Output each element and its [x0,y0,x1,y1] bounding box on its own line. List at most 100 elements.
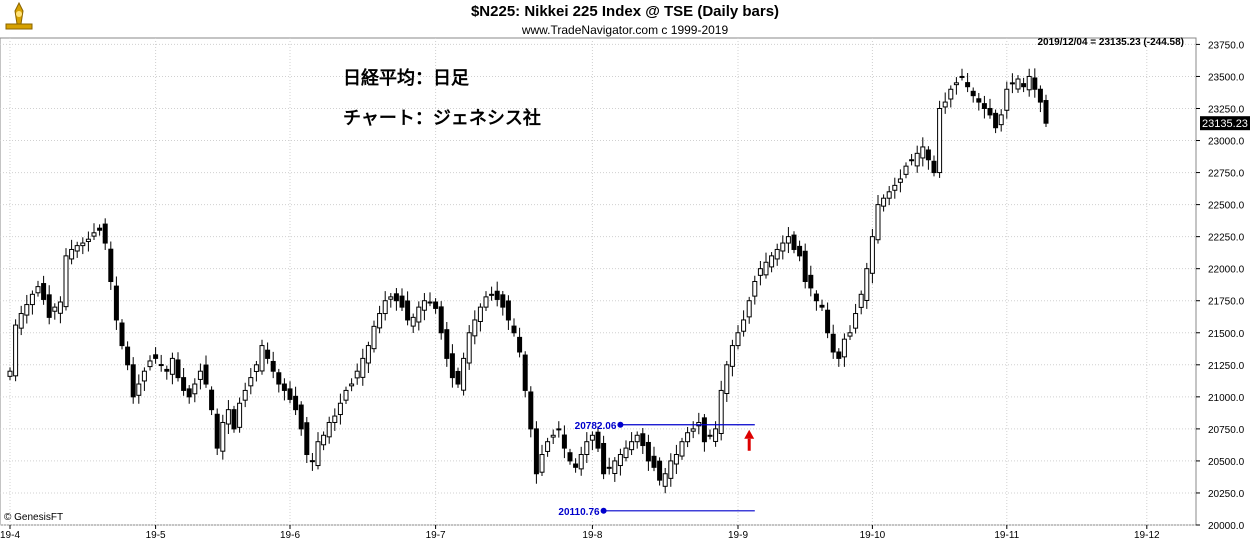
candle-body [668,460,674,479]
candle-body [18,313,24,329]
candle [326,416,332,444]
candle [651,446,657,472]
candle-body [343,389,349,401]
candle-body [158,364,164,367]
x-tick-label: 19-8 [582,530,602,541]
candle-body [248,377,254,387]
candle [617,448,623,476]
candle-body [63,255,69,308]
candle [444,321,450,367]
candle [192,378,198,403]
candle-body [897,178,903,183]
candle [41,275,47,305]
candle-body [141,370,147,382]
candle [634,431,640,449]
candle-body [270,360,276,372]
candle-body [533,428,539,475]
candle [836,348,842,367]
candle [701,414,707,452]
candle [959,68,965,81]
candle [718,380,724,441]
candle-body [113,285,119,321]
candle [399,288,405,311]
y-tick-label: 22750.0 [1208,169,1245,180]
candle [897,169,903,193]
candle [707,429,713,440]
candle [657,457,663,486]
y-tick-label: 21000.0 [1208,393,1245,404]
candle-body [965,82,971,88]
candle-body [1004,88,1010,111]
candle-body [181,377,187,391]
candle-body [617,454,623,467]
candle-body [718,389,724,434]
candle [141,367,147,391]
candle-body [970,90,976,97]
y-tick-label: 22500.0 [1208,201,1245,212]
candle-body [304,422,310,456]
candle-body [858,293,864,308]
candle-body [483,296,489,308]
candle [186,385,192,404]
candle [729,339,735,377]
candle-body [416,306,422,323]
candle [371,320,377,353]
candle-body [41,283,47,300]
candle-body [108,248,114,282]
candle [791,231,797,254]
candle-body [595,431,601,449]
candle-body [673,454,679,465]
chart-subtitle: www.TradeNavigator.com c 1999-2019 [521,23,729,37]
candle [981,95,987,119]
candle-body [455,370,461,385]
candle-body [321,434,327,446]
candle [181,368,187,396]
candle [612,457,618,482]
candle [550,429,556,445]
x-tick-label: 19-6 [280,530,300,541]
candle-body [281,383,287,391]
candle-body [998,114,1004,126]
candle [685,426,691,448]
candle-body [169,357,175,375]
candle [830,324,836,359]
y-tick-label: 23750.0 [1208,40,1245,51]
y-tick-label: 23500.0 [1208,72,1245,83]
candle [315,432,321,470]
candle [785,227,791,254]
candle [85,231,91,252]
candle-body [489,293,495,296]
candle-body [97,227,103,231]
candle [97,224,103,236]
candle-body [713,428,719,442]
candle [1032,68,1038,98]
candle [427,292,433,307]
candle [489,286,495,301]
candle [909,153,915,166]
candle [113,276,119,330]
candle [517,327,523,358]
candle [545,437,551,457]
candle-body [589,434,595,441]
candle [7,367,13,381]
candle [1021,77,1027,93]
candle [825,302,831,339]
candle-body [231,409,237,430]
candle [500,290,506,316]
candle-body [80,242,86,247]
candle [881,194,887,212]
candle-body [505,300,511,321]
candle-body [735,332,741,347]
candle-body [438,306,444,334]
candle [724,360,730,402]
candle [304,416,310,463]
level-label: 20110.76 [558,507,600,518]
candle [270,351,276,379]
candle [813,290,819,311]
candle [858,290,864,315]
chart-title: $N225: Nikkei 225 Index @ TSE (Daily bar… [470,3,780,20]
level-dot [617,421,624,428]
candle-body [819,304,825,308]
candle-body [741,319,747,332]
candle [841,333,847,367]
